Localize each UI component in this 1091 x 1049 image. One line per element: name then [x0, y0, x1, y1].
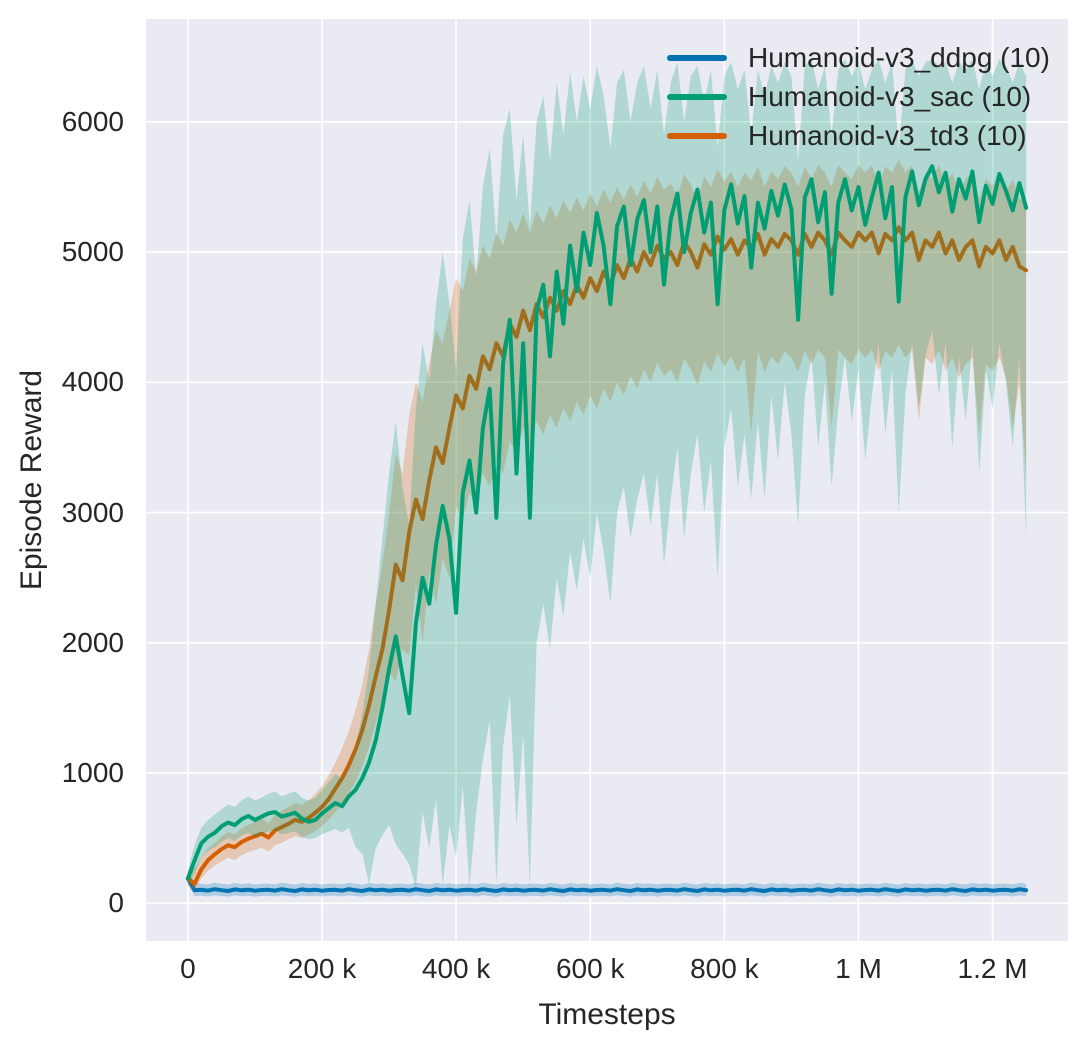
legend-line-swatch-icon — [667, 54, 727, 61]
series-line — [185, 164, 1029, 881]
legend-item: Humanoid-v3_sac (10) — [667, 77, 1050, 116]
y-tick-label: 4000 — [61, 366, 124, 398]
y-tick-label: 0 — [108, 887, 124, 919]
legend-label: Humanoid-v3_ddpg (10) — [748, 41, 1050, 73]
x-tick-label: 1 M — [835, 953, 882, 984]
series-band — [187, 59, 1027, 888]
y-axis-label: Episode Reward — [15, 369, 48, 591]
series-band — [187, 159, 1027, 891]
x-tick-label: 0 — [180, 953, 196, 984]
x-tick-label: 1.2 M — [957, 953, 1028, 984]
legend-item: Humanoid-v3_ddpg (10) — [667, 38, 1050, 77]
legend-label: Humanoid-v3_sac (10) — [748, 80, 1032, 112]
legend-label: Humanoid-v3_td3 (10) — [748, 119, 1027, 151]
x-tick-label: 400 k — [421, 953, 491, 984]
legend: Humanoid-v3_ddpg (10) Humanoid-v3_sac (10… — [667, 38, 1050, 155]
y-tick-label: 1000 — [61, 757, 124, 788]
x-tick-label: 600 k — [555, 953, 625, 984]
legend-item: Humanoid-v3_td3 (10) — [667, 116, 1050, 155]
x-tick-label: 200 k — [287, 953, 357, 984]
x-axis-label: Timesteps — [538, 998, 676, 1031]
series-line — [185, 876, 1029, 893]
legend-line-swatch-icon — [667, 132, 727, 139]
y-tick-label: 6000 — [61, 105, 124, 137]
x-tick-label: 800 k — [690, 953, 759, 984]
legend-line-swatch-icon — [667, 93, 727, 100]
y-tick-label: 3000 — [61, 496, 124, 528]
y-tick-label: 2000 — [61, 626, 124, 658]
y-tick-label: 5000 — [61, 236, 124, 268]
